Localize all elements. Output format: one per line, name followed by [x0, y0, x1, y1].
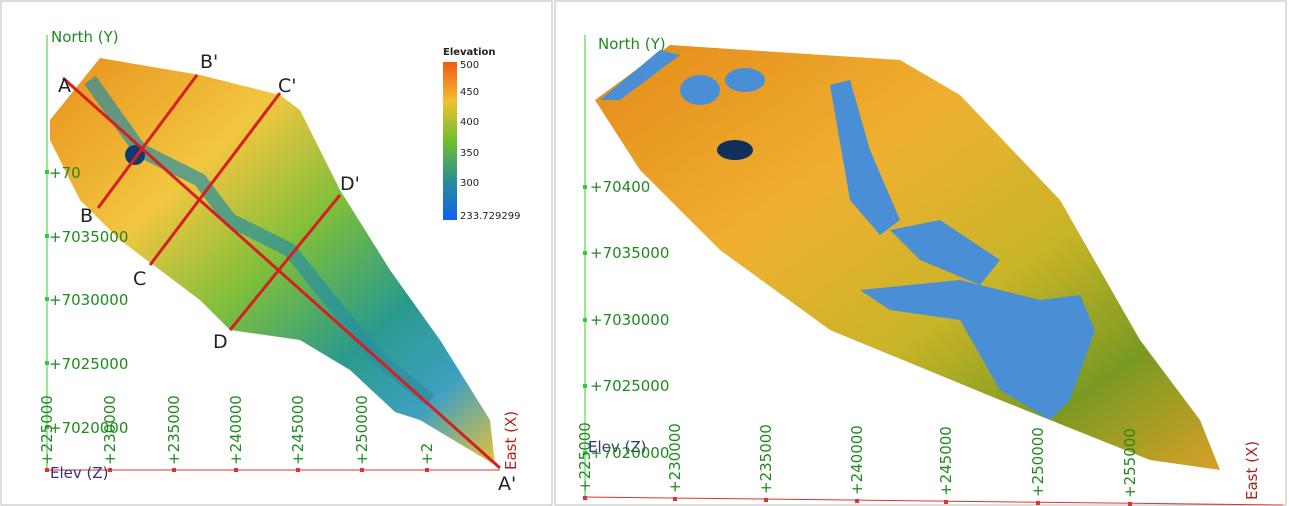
tick-mark — [234, 468, 238, 472]
legend-label: 450 — [460, 87, 479, 98]
tick-mark — [583, 318, 587, 322]
x-tick-label: +240000 — [848, 425, 866, 495]
y-tick-label: +7035000 — [590, 244, 669, 262]
y-tick-label: +7025000 — [590, 377, 669, 395]
axis-title: Elev (Z) — [50, 464, 109, 482]
legend-colorbar — [443, 62, 457, 220]
depression — [717, 140, 753, 160]
tick-mark — [1036, 501, 1040, 505]
tick-mark — [45, 361, 49, 365]
tick-mark — [45, 170, 49, 174]
tick-mark — [673, 497, 677, 501]
tick-mark — [1128, 502, 1132, 506]
tick-mark — [45, 297, 49, 301]
x-tick-label: +255000 — [1121, 428, 1139, 498]
x-tick-label: +235000 — [165, 395, 183, 465]
x-tick-label: +235000 — [757, 424, 775, 494]
panel-frame — [554, 0, 1287, 506]
water — [600, 50, 1095, 420]
x-tick-label: +240000 — [227, 395, 245, 465]
y-tick-label: +7020000 — [590, 444, 669, 462]
legend-label: 350 — [460, 148, 479, 159]
legend-label: 400 — [460, 117, 479, 128]
x-tick-label: +250000 — [1029, 427, 1047, 497]
y-tick-label: +70 — [49, 164, 81, 182]
legend-label: 500 — [460, 60, 479, 71]
legend-label: 233.729299 — [460, 211, 520, 222]
legend-label: 300 — [460, 178, 479, 189]
tick-mark — [425, 468, 429, 472]
tick-mark — [583, 451, 587, 455]
tick-mark — [45, 468, 49, 472]
x-tick-label: +230000 — [101, 395, 119, 465]
tick-mark — [583, 496, 587, 500]
y-tick-label: +7030000 — [590, 311, 669, 329]
panel-frame — [0, 0, 553, 506]
x-tick-label: +245000 — [937, 426, 955, 496]
section-label: A' — [498, 473, 516, 495]
x-tick-label: +230000 — [666, 423, 684, 493]
tick-mark — [296, 468, 300, 472]
y-tick-label: +7035000 — [49, 228, 128, 246]
x-tick-label: +250000 — [353, 395, 371, 465]
x-tick-label: +245000 — [289, 395, 307, 465]
tick-mark — [583, 384, 587, 388]
section-label: B' — [200, 51, 218, 73]
section-lines — [62, 74, 501, 470]
section-label: B — [80, 205, 93, 227]
tick-mark — [45, 425, 49, 429]
x-tick-label: +225000 — [576, 422, 594, 492]
x-axis — [584, 496, 1284, 506]
axis-title: Elev (Z) — [588, 438, 647, 456]
axis-title: East (X) — [502, 411, 520, 470]
terrain — [595, 45, 1220, 470]
tick-mark — [583, 251, 587, 255]
section-label: A — [58, 75, 71, 97]
y-tick-label: +70400 — [590, 178, 650, 196]
section-label: D — [213, 331, 228, 353]
x-tick-label: +225000 — [38, 395, 56, 465]
tick-mark — [360, 468, 364, 472]
tick-mark — [583, 185, 587, 189]
axis-title: North (Y) — [51, 28, 119, 46]
tick-mark — [45, 234, 49, 238]
tick-mark — [944, 500, 948, 504]
y-tick-label: +7020000 — [49, 419, 128, 437]
tick-mark — [108, 468, 112, 472]
tick-mark — [764, 498, 768, 502]
tick-mark — [172, 468, 176, 472]
x-tick-label: +2 — [418, 443, 436, 465]
section-label: D' — [340, 173, 360, 195]
tick-mark — [855, 499, 859, 503]
axis-title: East (X) — [1243, 441, 1261, 500]
y-tick-label: +7030000 — [49, 291, 128, 309]
y-tick-label: +7025000 — [49, 355, 128, 373]
section-label: C — [133, 268, 146, 290]
axis-title: North (Y) — [598, 35, 666, 53]
section-label: C' — [278, 75, 297, 97]
legend-title: Elevation — [443, 47, 496, 58]
